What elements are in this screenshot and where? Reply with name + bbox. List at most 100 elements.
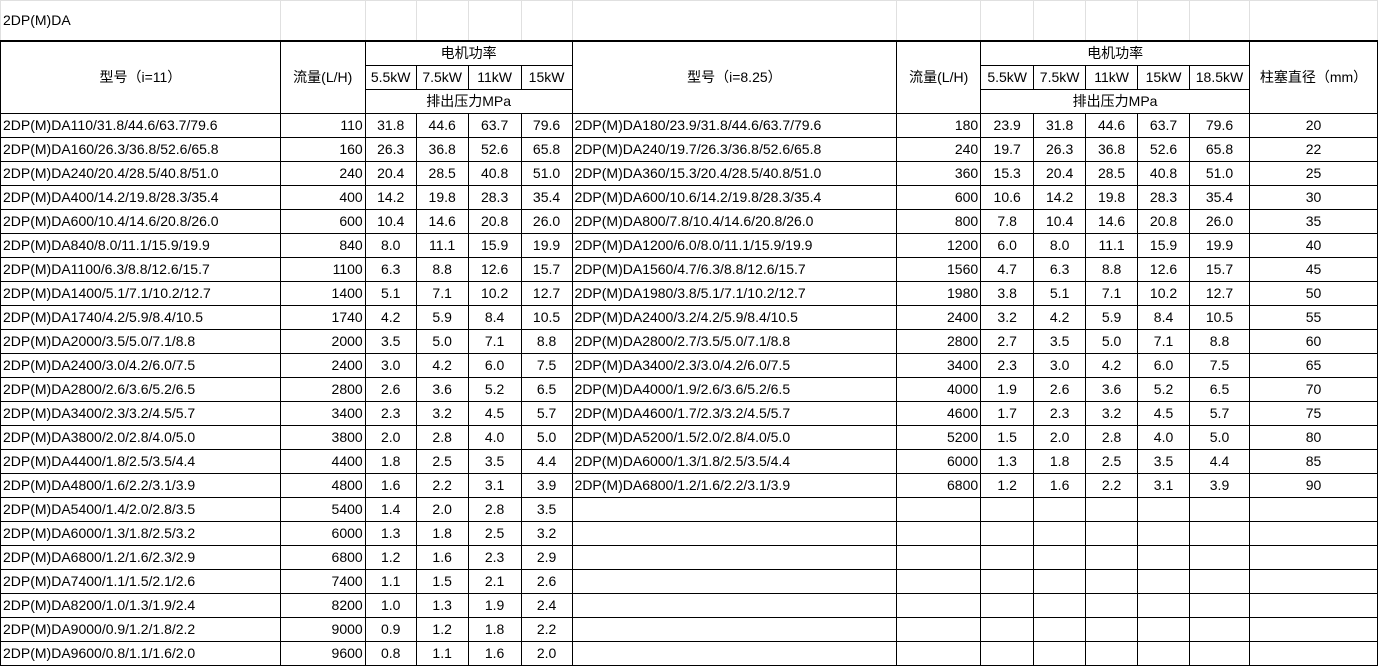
empty-cell[interactable] xyxy=(571,617,898,642)
empty-cell[interactable] xyxy=(1137,569,1191,594)
left-pressure-cell[interactable]: 8.0 xyxy=(364,233,417,258)
right-pressure-cell[interactable]: 28.3 xyxy=(1137,185,1191,210)
left-model-cell[interactable]: 2DP(M)DA7400/1.1/1.5/2.1/2.6 xyxy=(0,569,281,594)
left-pressure-cell[interactable]: 1.6 xyxy=(364,473,417,498)
right-pressure-cell[interactable]: 52.6 xyxy=(1137,137,1191,162)
empty-cell[interactable] xyxy=(896,617,982,642)
left-pressure-cell[interactable]: 11.1 xyxy=(415,233,469,258)
right-flow-cell[interactable]: 1560 xyxy=(896,257,982,282)
empty-cell[interactable] xyxy=(1085,0,1139,42)
right-pressure-cell[interactable]: 5.0 xyxy=(1189,425,1250,450)
right-pressure-cell[interactable]: 35.4 xyxy=(1189,185,1250,210)
right-model-cell[interactable]: 2DP(M)DA600/10.6/14.2/19.8/28.3/35.4 xyxy=(571,185,898,210)
right-flow-cell[interactable]: 240 xyxy=(896,137,982,162)
left-power-5.5[interactable]: 5.5kW xyxy=(364,65,417,90)
left-flow-cell[interactable]: 160 xyxy=(279,137,366,162)
right-pressure-cell[interactable]: 6.3 xyxy=(1033,257,1087,282)
left-pressure-cell[interactable]: 8.4 xyxy=(467,305,522,330)
left-pressure-cell[interactable]: 15.9 xyxy=(467,233,522,258)
plunger-diameter-cell[interactable]: 90 xyxy=(1248,473,1378,498)
right-model-cell[interactable]: 2DP(M)DA3400/2.3/3.0/4.2/6.0/7.5 xyxy=(571,353,898,378)
left-pressure-cell[interactable]: 35.4 xyxy=(520,185,573,210)
plunger-diameter-cell[interactable]: 30 xyxy=(1248,185,1378,210)
right-model-cell[interactable]: 2DP(M)DA2400/3.2/4.2/5.9/8.4/10.5 xyxy=(571,305,898,330)
left-flow-cell[interactable]: 1100 xyxy=(279,257,366,282)
left-pressure-cell[interactable]: 2.6 xyxy=(520,569,573,594)
left-model-cell[interactable]: 2DP(M)DA240/20.4/28.5/40.8/51.0 xyxy=(0,161,281,186)
empty-cell[interactable] xyxy=(1085,617,1139,642)
empty-cell[interactable] xyxy=(415,0,469,42)
left-pressure-cell[interactable]: 44.6 xyxy=(415,113,469,138)
right-pressure-cell[interactable]: 65.8 xyxy=(1189,137,1250,162)
right-pressure-cell[interactable]: 11.1 xyxy=(1085,233,1139,258)
right-pressure-cell[interactable]: 8.0 xyxy=(1033,233,1087,258)
plunger-diameter-cell[interactable]: 70 xyxy=(1248,377,1378,402)
left-pressure-cell[interactable]: 1.3 xyxy=(415,593,469,618)
left-model-header[interactable]: 型号（i=11） xyxy=(0,40,281,114)
right-flow-cell[interactable]: 3400 xyxy=(896,353,982,378)
left-flow-cell[interactable]: 6000 xyxy=(279,521,366,546)
left-pressure-cell[interactable]: 5.0 xyxy=(520,425,573,450)
plunger-diameter-cell[interactable]: 75 xyxy=(1248,401,1378,426)
empty-cell[interactable] xyxy=(571,593,898,618)
left-model-cell[interactable]: 2DP(M)DA400/14.2/19.8/28.3/35.4 xyxy=(0,185,281,210)
empty-cell[interactable] xyxy=(279,0,366,42)
left-pressure-cell[interactable]: 4.5 xyxy=(467,401,522,426)
right-pressure-cell[interactable]: 3.5 xyxy=(1033,329,1087,354)
left-pressure-cell[interactable]: 6.0 xyxy=(467,353,522,378)
plunger-diameter-cell[interactable]: 60 xyxy=(1248,329,1378,354)
empty-cell[interactable] xyxy=(1033,0,1087,42)
right-pressure-cell[interactable]: 3.9 xyxy=(1189,473,1250,498)
left-pressure-cell[interactable]: 1.8 xyxy=(364,449,417,474)
left-model-cell[interactable]: 2DP(M)DA6000/1.3/1.8/2.5/3.2 xyxy=(0,521,281,546)
empty-cell[interactable] xyxy=(896,497,982,522)
empty-cell[interactable] xyxy=(1085,641,1139,666)
right-pressure-cell[interactable]: 23.9 xyxy=(980,113,1035,138)
right-flow-cell[interactable]: 6000 xyxy=(896,449,982,474)
empty-cell[interactable] xyxy=(1248,521,1378,546)
left-pressure-cell[interactable]: 14.6 xyxy=(415,209,469,234)
right-pressure-cell[interactable]: 1.2 xyxy=(980,473,1035,498)
left-pressure-cell[interactable]: 1.6 xyxy=(467,641,522,666)
left-pressure-cell[interactable]: 5.9 xyxy=(415,305,469,330)
right-model-cell[interactable]: 2DP(M)DA6000/1.3/1.8/2.5/3.5/4.4 xyxy=(571,449,898,474)
right-pressure-cell[interactable]: 2.8 xyxy=(1085,425,1139,450)
empty-cell[interactable] xyxy=(1189,641,1250,666)
left-pressure-cell[interactable]: 4.0 xyxy=(467,425,522,450)
right-pressure-cell[interactable]: 44.6 xyxy=(1085,113,1139,138)
right-flow-cell[interactable]: 6800 xyxy=(896,473,982,498)
empty-cell[interactable] xyxy=(896,593,982,618)
right-pressure-cell[interactable]: 20.4 xyxy=(1033,161,1087,186)
left-flow-cell[interactable]: 1740 xyxy=(279,305,366,330)
left-power-11[interactable]: 11kW xyxy=(467,65,522,90)
left-pressure-cell[interactable]: 28.5 xyxy=(415,161,469,186)
empty-cell[interactable] xyxy=(1137,521,1191,546)
empty-cell[interactable] xyxy=(1189,545,1250,570)
left-pressure-cell[interactable]: 1.1 xyxy=(364,569,417,594)
left-pressure-cell[interactable]: 20.4 xyxy=(364,161,417,186)
plunger-diameter-cell[interactable]: 85 xyxy=(1248,449,1378,474)
empty-cell[interactable] xyxy=(571,0,898,42)
left-flow-cell[interactable]: 3400 xyxy=(279,401,366,426)
right-model-cell[interactable]: 2DP(M)DA240/19.7/26.3/36.8/52.6/65.8 xyxy=(571,137,898,162)
left-pressure-cell[interactable]: 7.5 xyxy=(520,353,573,378)
right-pressure-cell[interactable]: 63.7 xyxy=(1137,113,1191,138)
left-pressure-cell[interactable]: 2.9 xyxy=(520,545,573,570)
empty-cell[interactable] xyxy=(571,569,898,594)
right-power-11[interactable]: 11kW xyxy=(1085,65,1139,90)
right-pressure-cell[interactable]: 19.9 xyxy=(1189,233,1250,258)
left-pressure-cell[interactable]: 1.0 xyxy=(364,593,417,618)
empty-cell[interactable] xyxy=(1248,641,1378,666)
left-pressure-cell[interactable]: 12.6 xyxy=(467,257,522,282)
left-pressure-cell[interactable]: 12.7 xyxy=(520,281,573,306)
right-pressure-cell[interactable]: 4.5 xyxy=(1137,401,1191,426)
right-pressure-cell[interactable]: 1.3 xyxy=(980,449,1035,474)
left-model-cell[interactable]: 2DP(M)DA600/10.4/14.6/20.8/26.0 xyxy=(0,209,281,234)
left-flow-cell[interactable]: 400 xyxy=(279,185,366,210)
empty-cell[interactable] xyxy=(1033,569,1087,594)
right-pressure-cell[interactable]: 3.5 xyxy=(1137,449,1191,474)
empty-cell[interactable] xyxy=(1189,569,1250,594)
empty-cell[interactable] xyxy=(896,0,982,42)
empty-cell[interactable] xyxy=(1033,641,1087,666)
left-model-cell[interactable]: 2DP(M)DA9600/0.8/1.1/1.6/2.0 xyxy=(0,641,281,666)
